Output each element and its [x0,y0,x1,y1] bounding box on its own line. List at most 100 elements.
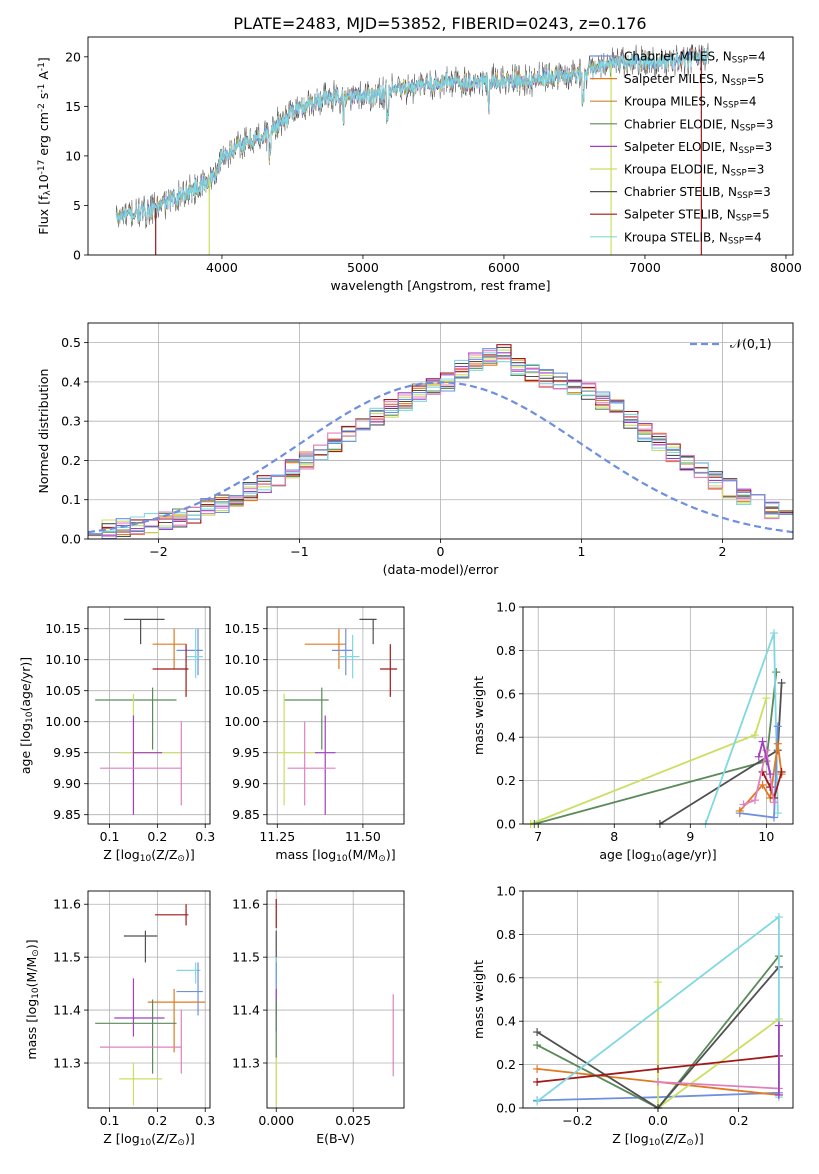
mass-vs-Z-panel: 0.1 0.2 0.3 11.3 11.4 11.5 11.6 Z [log10(Z/Z⊙)]… [24,890,215,1148]
x-tick-label: 5000 [347,260,379,275]
x-tick-label: 11.50 [345,829,381,844]
legend-label: 𝒩(0,1) [730,336,772,351]
y-tick-label: 0.5 [61,335,81,350]
x-tick-label: 8000 [770,260,802,275]
spectrum-line [115,49,709,224]
x-axis-label: Z [log10(Z/Z⊙)] [103,1131,194,1148]
x-axis-label: mass [log10(M/M⊙)] [275,847,395,864]
y-tick-label: 10.15 [45,621,81,636]
x-tick-label: 0 [437,544,445,559]
y-tick-label: 0.0 [61,532,81,547]
axes-frame [87,36,794,256]
y-tick-label: 11.5 [53,950,81,965]
y-tick-label: 1.0 [496,884,516,899]
y-axis-label: Flux [fλ10-17 erg cm-2 s-1 A-1] [36,57,53,235]
y-axis-label: mass weight [471,676,486,755]
spectrum-line [115,43,709,229]
y-tick-label: 0.2 [61,453,81,468]
y-tick-label: 10.15 [224,621,260,636]
spectrum-panel: 4000 5000 6000 7000 8000 0 5 10 15 20 wavelength [… [36,36,802,293]
y-axis-label: mass weight [471,960,486,1039]
legend-label: Chabrier MILES, NSSP=4 [624,50,766,66]
weight-line [657,1081,779,1090]
y-tick-label: 9.85 [53,807,81,822]
x-tick-label: 10 [758,829,774,844]
weight-line [659,682,783,825]
legend-label: Salpeter ELODIE, NSSP=3 [624,140,772,156]
y-tick-label: 11.5 [232,950,260,965]
x-tick-label: 0.1 [100,1113,120,1128]
axes-frame [266,606,405,825]
y-tick-label: 11.3 [232,1056,260,1071]
legend-label: Salpeter MILES, NSSP=5 [624,72,764,88]
x-axis-label: (data-model)/error [383,562,500,577]
y-axis-label: mass [log10(M/M⊙)] [24,939,41,1059]
legend-label: Kroupa STELIB, NSSP=4 [624,230,762,246]
x-tick-label: 4000 [206,260,238,275]
y-tick-label: 5 [73,198,81,213]
axes-frame [266,890,405,1109]
y-tick-label: 0.1 [61,492,81,507]
y-tick-label: 10.10 [45,652,81,667]
x-tick-label: −1 [290,544,308,559]
y-axis-label: age [log10(age/yr)] [18,657,35,774]
weight-line [534,672,778,825]
spectrum-line [115,48,709,224]
axes-frame [522,890,794,1109]
y-tick-label: 11.4 [53,1003,81,1018]
x-tick-label: 7000 [629,260,661,275]
x-tick-label: 0.3 [195,829,215,844]
y-tick-label: 0.4 [496,1014,516,1029]
y-tick-label: 10 [65,148,81,163]
y-tick-label: 0.2 [496,1057,516,1072]
weight-vs-Z-panel: −0.2 0.0 0.2 0.0 0.2 0.4 0.6 0.8 1.0 Z [log10(Z/Z… [471,884,794,1148]
y-tick-label: 15 [65,99,81,114]
y-tick-label: 1.0 [496,600,516,615]
x-tick-label: −0.2 [562,1113,592,1128]
y-tick-label: 0.2 [496,773,516,788]
histogram-series [88,344,793,536]
x-tick-label: 0.3 [195,1113,215,1128]
legend-label: Chabrier ELODIE, NSSP=3 [624,117,773,133]
x-tick-label: 8 [610,829,618,844]
spectrum-line [115,48,709,223]
legend-label: Chabrier STELIB, NSSP=3 [624,185,771,201]
weight-line [704,632,779,825]
y-tick-label: 20 [65,49,81,64]
axes-frame [87,606,211,825]
y-tick-label: 0.4 [496,730,516,745]
x-tick-label: 0.1 [100,829,120,844]
y-tick-label: 9.85 [232,807,260,822]
y-tick-label: 0.0 [496,1101,516,1116]
y-tick-label: 0.4 [61,374,81,389]
x-axis-label: Z [log10(Z/Z⊙)] [103,847,194,864]
age-vs-Z-panel: 0.1 0.2 0.3 9.85 9.90 9.95 10.00 10.05 10.10 10.1… [18,606,215,864]
gaussian-curve [87,381,794,534]
x-tick-label: 7 [534,829,542,844]
legend-label: Kroupa ELODIE, NSSP=3 [624,163,764,179]
x-tick-label: 0.2 [147,1113,167,1128]
y-tick-label: 11.4 [232,1003,260,1018]
axes-frame [87,322,794,540]
y-tick-label: 9.95 [232,745,260,760]
y-tick-label: 11.6 [53,897,81,912]
x-axis-label: E(B-V) [316,1131,355,1146]
legend-label: Kroupa MILES, NSSP=4 [624,95,757,111]
x-tick-label: 2 [719,544,727,559]
spectrum-line [115,47,709,223]
x-tick-label: 0.0 [648,1113,668,1128]
axes-frame [87,890,211,1109]
y-tick-label: 0 [73,248,81,263]
x-axis-label: age [log10(age/yr)] [599,847,716,864]
spectrum-line [115,49,709,223]
mass-vs-EBV-panel: 0.000 0.025 11.3 11.4 11.5 11.6 E(B-V) [232,890,405,1146]
y-axis-label: Normed distribution [36,369,51,494]
y-tick-label: 0.6 [496,970,516,985]
residuals-panel: −2 −1 0 1 2 0.0 0.1 0.2 0.3 0.4 0.5 (data-model)/er… [36,322,794,577]
y-tick-label: 0.8 [496,927,516,942]
y-tick-label: 11.6 [232,897,260,912]
x-tick-label: 9 [686,829,694,844]
x-tick-label: 0.2 [147,829,167,844]
axes-frame [522,606,794,825]
